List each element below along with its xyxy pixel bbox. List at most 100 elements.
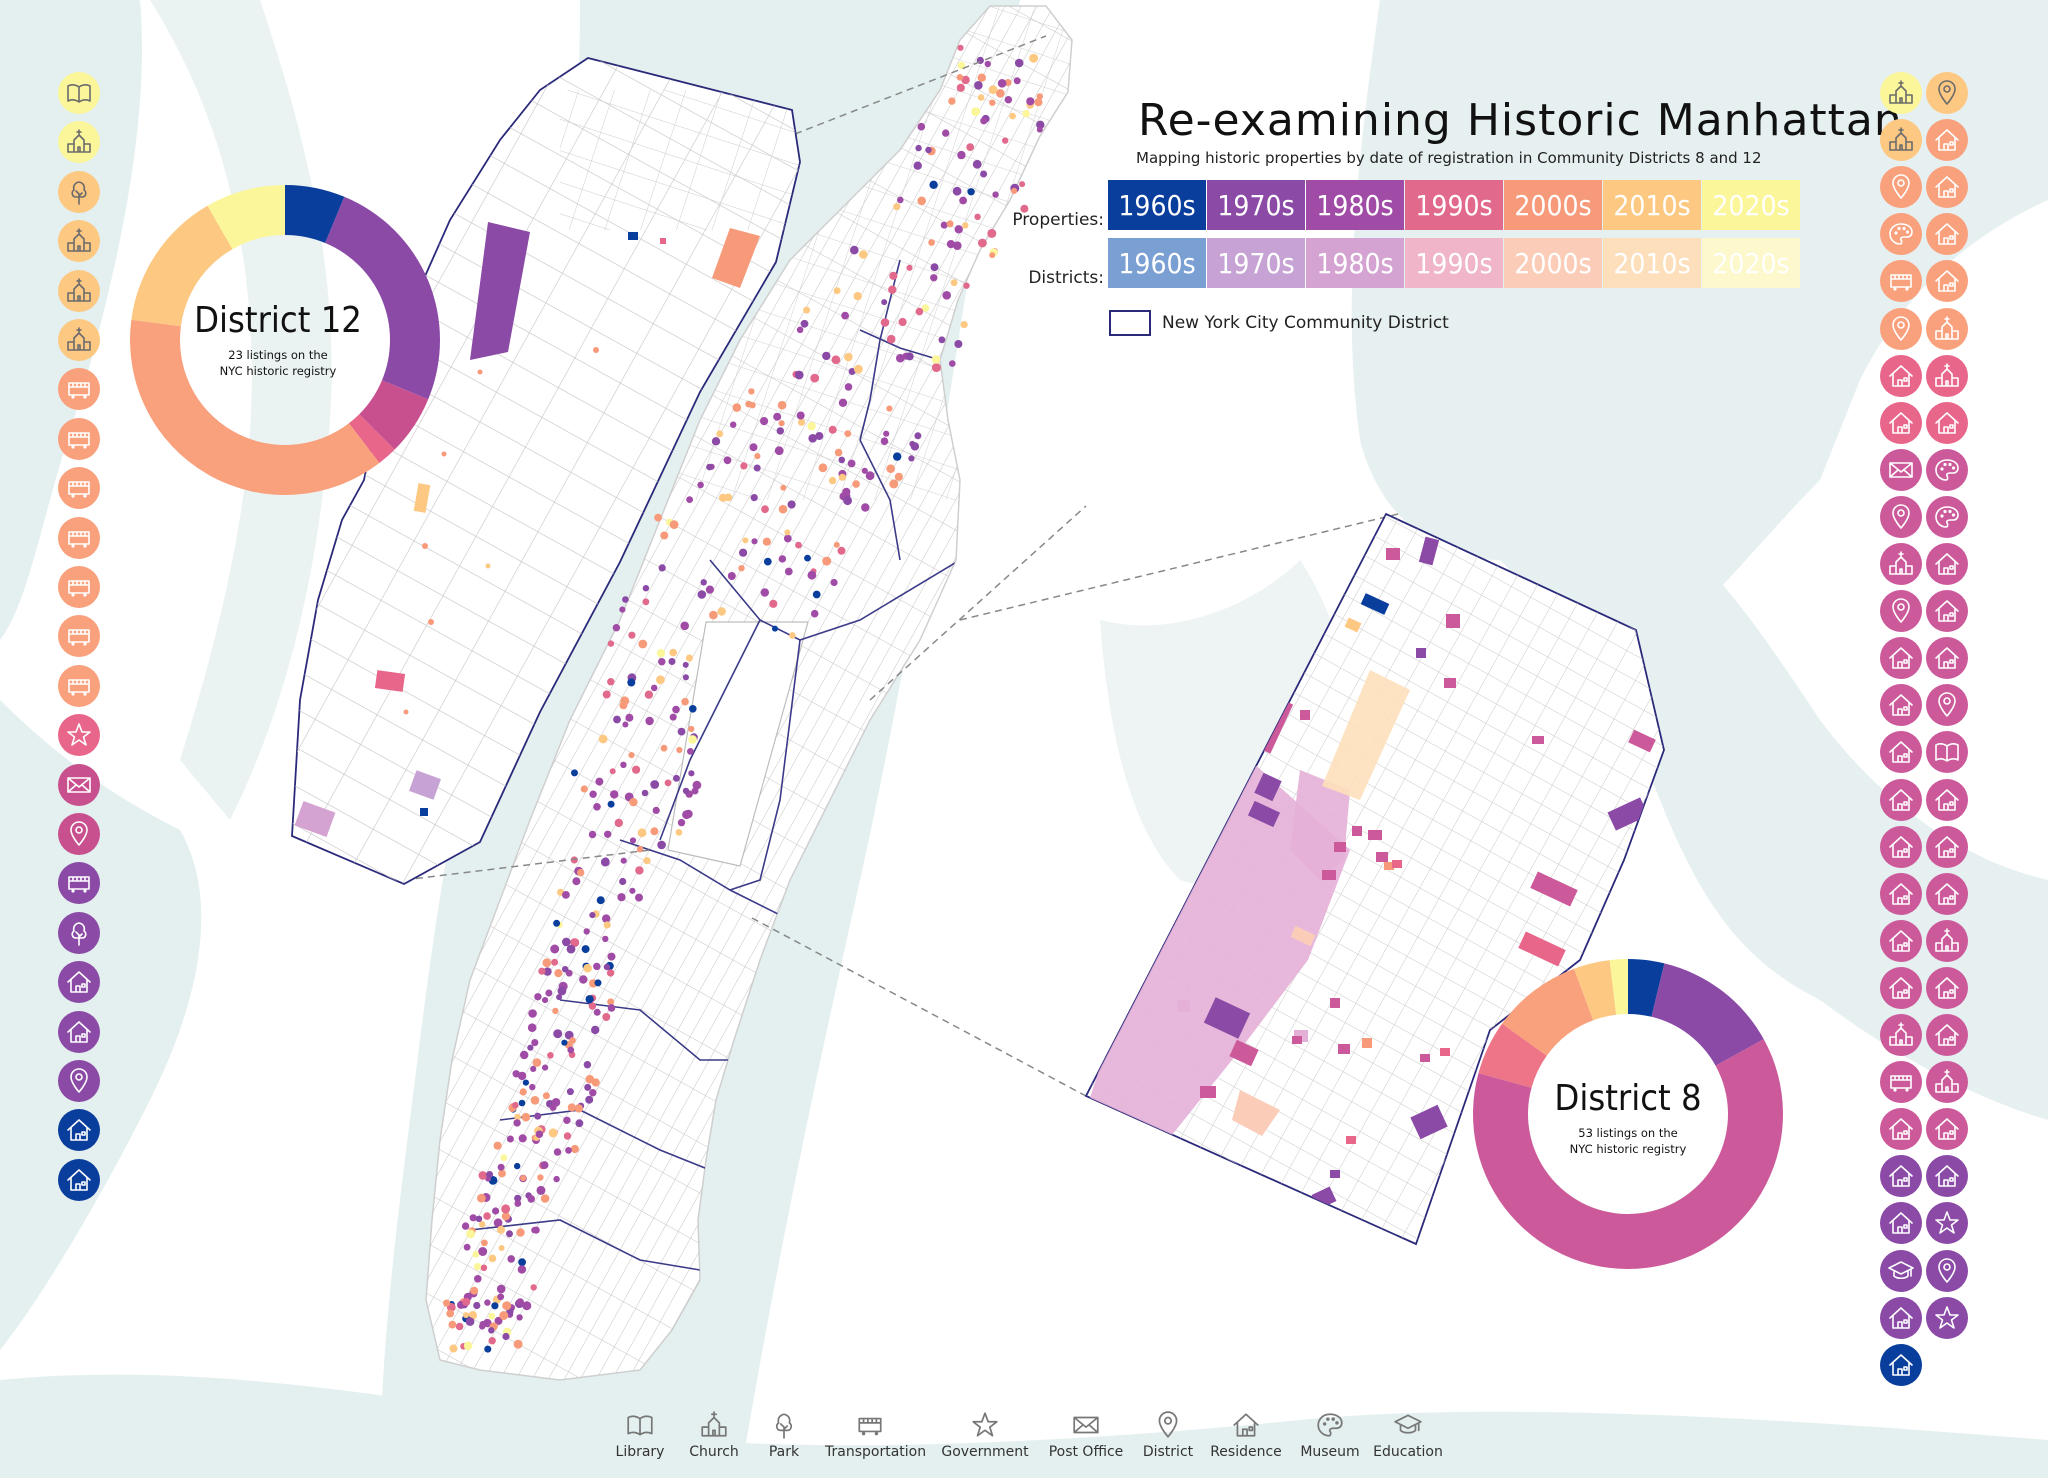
- transportation-icon: [58, 664, 100, 707]
- residence-icon: [1926, 872, 1968, 915]
- property-dot: [477, 1193, 486, 1203]
- property-dot: [562, 891, 570, 899]
- museum-icon: [1926, 448, 1968, 491]
- property-dot: [778, 555, 787, 563]
- property-dot: [808, 434, 817, 443]
- residence-icon: [1926, 213, 1968, 256]
- district8-caption-line2: NYC historic registry: [1569, 1142, 1687, 1156]
- donut-slice-2000s: [1502, 968, 1594, 1056]
- property-dot: [542, 1064, 549, 1071]
- residence-icon: [1926, 543, 1968, 585]
- residence-icon: [1926, 966, 1968, 1009]
- property-dot: [598, 734, 608, 744]
- property-dot: [522, 1301, 532, 1311]
- property-dot: [915, 307, 924, 316]
- property-dot: [989, 99, 996, 106]
- legend-district-decade-2010s: 2010s: [1603, 238, 1701, 288]
- property-dot: [716, 430, 724, 438]
- property-dot: [656, 675, 665, 685]
- property-dot: [688, 725, 695, 733]
- property-dot: [484, 1345, 492, 1353]
- property-dot: [478, 1221, 486, 1228]
- property-dot: [535, 1130, 544, 1138]
- district8-name: District 8: [1554, 1078, 1702, 1119]
- property-dot: [506, 1230, 513, 1238]
- property-dot: [961, 75, 970, 85]
- property-dot: [514, 1194, 522, 1202]
- property-dot: [645, 716, 654, 726]
- property-dot: [455, 1322, 464, 1331]
- property-dot: [656, 649, 666, 658]
- property-dot: [984, 60, 991, 68]
- property-dot: [800, 319, 809, 328]
- property-dot: [604, 830, 612, 838]
- legend-item-government: Government: [940, 1410, 1030, 1460]
- property-dot: [948, 97, 956, 105]
- district8-caption-line1: 53 listings on the: [1578, 1126, 1678, 1140]
- property-dot: [750, 494, 758, 502]
- property-dot: [461, 1222, 470, 1230]
- property-dot: [677, 727, 686, 736]
- church-icon: [1926, 307, 1968, 350]
- property-dot: [517, 1265, 527, 1274]
- property-dot: [506, 1135, 514, 1143]
- legend-property-decade-2010s: 2010s: [1603, 180, 1701, 230]
- property-dot: [513, 1339, 523, 1349]
- property-dot: [828, 476, 837, 485]
- property-dot: [632, 765, 641, 774]
- donut-slice-2000s: [130, 319, 380, 495]
- property-dot: [588, 1002, 597, 1010]
- government-icon: [940, 1410, 1030, 1440]
- property-dot: [593, 962, 601, 971]
- property-dot: [950, 279, 958, 287]
- property-dot: [553, 1175, 560, 1183]
- page-subtitle: Mapping historic properties by date of r…: [1136, 149, 1762, 167]
- government-icon: [58, 714, 100, 757]
- legend-district-decade-1980s: 1980s: [1306, 238, 1404, 288]
- property-dot: [463, 1312, 469, 1319]
- property-dot: [520, 1050, 529, 1060]
- property-dot: [861, 503, 870, 512]
- property-dot: [954, 340, 963, 348]
- property-dot: [602, 935, 609, 943]
- residence-icon: [1926, 590, 1968, 633]
- property-dot: [896, 353, 905, 363]
- property-dot: [527, 1044, 534, 1051]
- property-dot: [838, 473, 847, 481]
- property-dot: [913, 161, 922, 170]
- residence-icon: [1880, 1108, 1922, 1151]
- property-dot: [585, 995, 594, 1004]
- property-dot: [570, 856, 578, 864]
- property-dot: [672, 705, 680, 714]
- property-dot: [834, 448, 843, 457]
- property-dot: [567, 1046, 575, 1054]
- property-dot: [479, 1323, 486, 1330]
- property-dot: [977, 73, 986, 82]
- property-dot: [562, 966, 569, 973]
- property-dot: [709, 610, 718, 620]
- residence-icon: [58, 1158, 100, 1201]
- legend-item-label: District: [1142, 1444, 1194, 1460]
- property-dot: [794, 370, 804, 380]
- property-dot: [833, 541, 840, 548]
- property-dot: [980, 117, 988, 125]
- property-dot: [556, 994, 563, 1001]
- legend-item-transportation: Transportation: [825, 1410, 926, 1460]
- property-dot: [989, 252, 996, 259]
- property-dot: [620, 857, 627, 864]
- residence-icon: [1880, 1202, 1922, 1245]
- property-dot: [815, 432, 824, 440]
- property-dot: [727, 572, 736, 580]
- property-dot: [600, 857, 610, 867]
- property-dot: [908, 455, 915, 462]
- property-dot: [1036, 126, 1043, 133]
- residence-icon: [1880, 778, 1922, 821]
- property-dot: [956, 83, 965, 92]
- property-dot: [613, 715, 621, 724]
- property-dot: [682, 674, 690, 681]
- property-dot: [520, 1175, 527, 1182]
- property-dot: [795, 541, 802, 549]
- property-dot: [501, 1204, 511, 1214]
- legend-property-decade-2020s: 2020s: [1702, 180, 1800, 230]
- property-dot: [628, 631, 636, 639]
